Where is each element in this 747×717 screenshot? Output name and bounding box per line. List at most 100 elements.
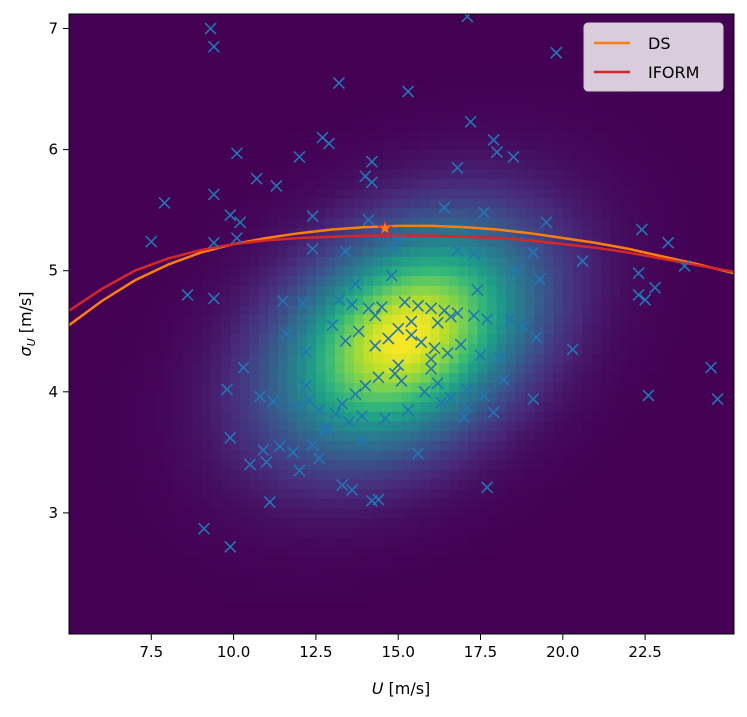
heatmap-cell <box>648 401 659 412</box>
heatmap-cell <box>230 101 241 112</box>
heatmap-cell <box>724 324 734 335</box>
heatmap-cell <box>88 159 99 170</box>
heatmap-cell <box>259 207 270 219</box>
heatmap-cell <box>287 246 298 257</box>
heatmap-cell <box>401 595 412 606</box>
heatmap-cell <box>173 488 184 499</box>
heatmap-cell <box>183 488 194 499</box>
heatmap-cell <box>88 411 99 422</box>
x-tick-label: 7.5 <box>139 643 163 661</box>
heatmap-cell <box>382 91 393 102</box>
heatmap-cell <box>458 246 469 257</box>
heatmap-cell <box>392 304 403 315</box>
heatmap-cell <box>392 585 403 596</box>
heatmap-cell <box>230 479 241 490</box>
heatmap-cell <box>126 265 137 277</box>
heatmap-cell <box>335 72 346 83</box>
heatmap-cell <box>373 43 384 54</box>
heatmap-cell <box>648 382 659 393</box>
heatmap-cell <box>496 449 507 461</box>
heatmap-cell <box>639 91 650 102</box>
heatmap-cell <box>278 101 289 112</box>
heatmap-cell <box>173 449 184 461</box>
heatmap-cell <box>544 198 555 209</box>
heatmap-cell <box>211 343 222 354</box>
heatmap-cell <box>268 227 279 238</box>
heatmap-cell <box>582 110 593 122</box>
heatmap-cell <box>88 139 99 151</box>
heatmap-cell <box>534 43 545 54</box>
heatmap-cell <box>534 556 545 567</box>
heatmap-cell <box>154 43 165 54</box>
heatmap-cell <box>154 614 165 625</box>
heatmap-cell <box>582 556 593 567</box>
heatmap-cell <box>382 188 393 199</box>
heatmap-cell <box>601 217 612 228</box>
heatmap-cell <box>629 498 640 509</box>
heatmap-cell <box>287 372 298 383</box>
heatmap-cell <box>297 207 308 219</box>
heatmap-cell <box>610 169 621 180</box>
heatmap-cell <box>677 227 688 238</box>
heatmap-cell <box>515 575 526 587</box>
heatmap-cell <box>705 198 716 209</box>
heatmap-cell <box>534 314 545 325</box>
heatmap-cell <box>401 343 412 354</box>
heatmap-cell <box>487 52 498 64</box>
heatmap-cell <box>306 372 317 383</box>
heatmap-cell <box>97 382 108 393</box>
heatmap-cell <box>382 449 393 461</box>
heatmap-cell <box>525 188 536 199</box>
heatmap-cell <box>126 130 137 141</box>
heatmap-cell <box>145 401 156 412</box>
heatmap-cell <box>202 188 213 199</box>
heatmap-cell <box>97 488 108 499</box>
design-point-star <box>377 220 393 235</box>
heatmap-cell <box>382 546 393 558</box>
heatmap-cell <box>591 498 602 509</box>
heatmap-cell <box>183 527 194 538</box>
heatmap-cell <box>525 139 536 151</box>
heatmap-cell <box>563 430 574 441</box>
heatmap-cell <box>69 139 80 151</box>
heatmap-cell <box>563 130 574 141</box>
heatmap-cell <box>601 479 612 490</box>
heatmap-cell <box>686 440 697 451</box>
heatmap-cell <box>382 508 393 519</box>
heatmap-cell <box>373 91 384 102</box>
heatmap-cell <box>705 401 716 412</box>
heatmap-cell <box>69 188 80 199</box>
heatmap-cell <box>126 62 137 73</box>
heatmap-cell <box>154 508 165 519</box>
heatmap-cell <box>164 149 175 160</box>
heatmap-cell <box>287 469 298 480</box>
heatmap-cell <box>563 488 574 499</box>
heatmap-cell <box>658 178 669 189</box>
heatmap-cell <box>230 440 241 451</box>
heatmap-cell <box>126 343 137 354</box>
heatmap-cell <box>382 159 393 170</box>
heatmap-cell <box>724 411 734 422</box>
heatmap-cell <box>363 382 374 393</box>
heatmap-cell <box>78 304 89 315</box>
heatmap-cell <box>411 556 422 567</box>
heatmap-cell <box>667 391 678 403</box>
heatmap-cell <box>363 391 374 403</box>
heatmap-cell <box>563 353 574 364</box>
heatmap-cell <box>69 362 80 374</box>
heatmap-cell <box>658 546 669 558</box>
heatmap-cell <box>297 527 308 538</box>
heatmap-cell <box>715 120 726 131</box>
heatmap-cell <box>154 110 165 122</box>
heatmap-cell <box>278 324 289 335</box>
heatmap-cell <box>449 294 460 306</box>
heatmap-cell <box>705 469 716 480</box>
heatmap-cell <box>553 43 564 54</box>
heatmap-cell <box>268 517 279 529</box>
heatmap-cell <box>183 285 194 296</box>
heatmap-cell <box>107 440 118 451</box>
scatter-point <box>425 302 438 315</box>
heatmap-cell <box>420 624 431 634</box>
heatmap-cell <box>667 517 678 529</box>
heatmap-cell <box>449 469 460 480</box>
